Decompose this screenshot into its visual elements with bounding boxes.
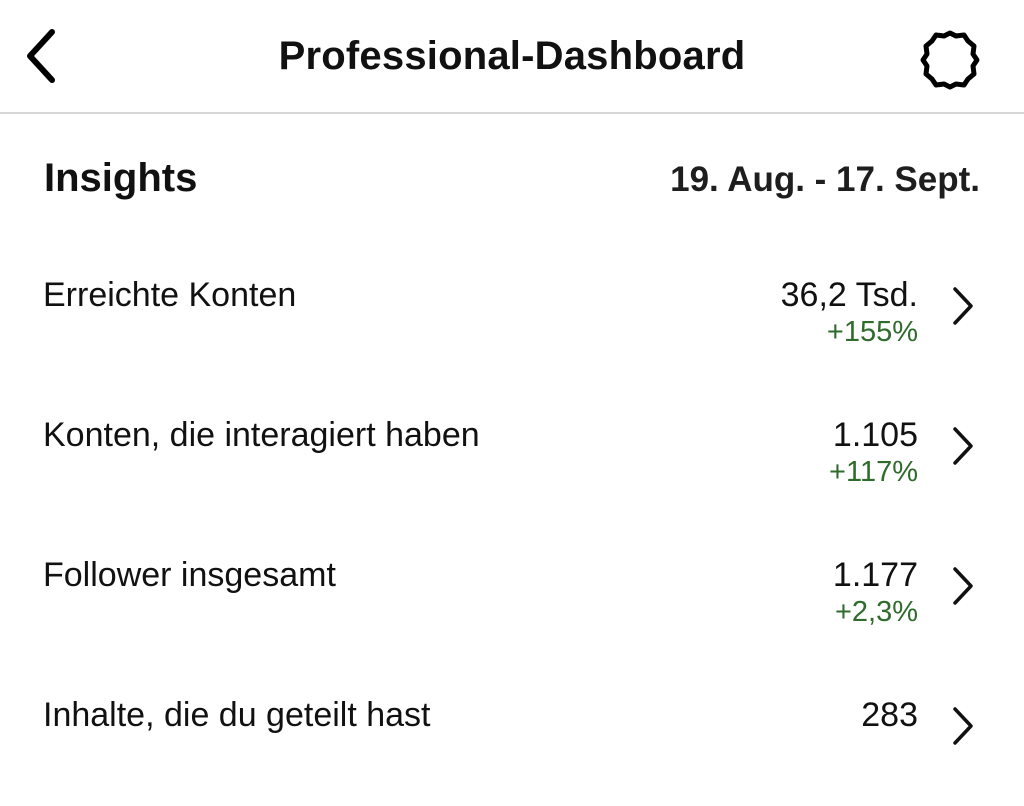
section-title: Insights [44,156,198,200]
date-range-selector[interactable]: 19. Aug. - 17. Sept. [670,160,980,199]
gear-icon [920,30,980,90]
metric-change: +155% [826,316,918,348]
metric-row-total-followers[interactable]: Follower insgesamt 1.177 +2,3% [0,556,1024,666]
chevron-right-icon [953,427,973,465]
metric-value: 36,2 Tsd. [780,276,918,314]
metric-label: Erreichte Konten [43,276,297,314]
chevron-right-icon [953,707,973,745]
metric-value: 283 [861,696,918,734]
back-button[interactable] [20,26,68,86]
top-navigation-bar: Professional-Dashboard [0,0,1024,114]
metric-label: Inhalte, die du geteilt hast [43,696,431,734]
metric-label: Follower insgesamt [43,556,336,594]
metric-row-content-shared[interactable]: Inhalte, die du geteilt hast 283 [0,696,1024,806]
metric-value: 1.105 [832,416,918,454]
insights-header: Insights 19. Aug. - 17. Sept. [0,150,1024,220]
metric-label: Konten, die interagiert haben [43,416,480,454]
page-title: Professional-Dashboard [278,34,746,78]
metric-row-accounts-engaged[interactable]: Konten, die interagiert haben 1.105 +117… [0,416,1024,526]
metric-row-accounts-reached[interactable]: Erreichte Konten 36,2 Tsd. +155% [0,276,1024,386]
chevron-left-icon [27,29,55,83]
metric-change: +117% [829,456,918,488]
settings-button[interactable] [914,24,986,96]
metric-change: +2,3% [834,596,918,628]
chevron-right-icon [953,567,973,605]
metric-value: 1.177 [832,556,918,594]
chevron-right-icon [953,287,973,325]
